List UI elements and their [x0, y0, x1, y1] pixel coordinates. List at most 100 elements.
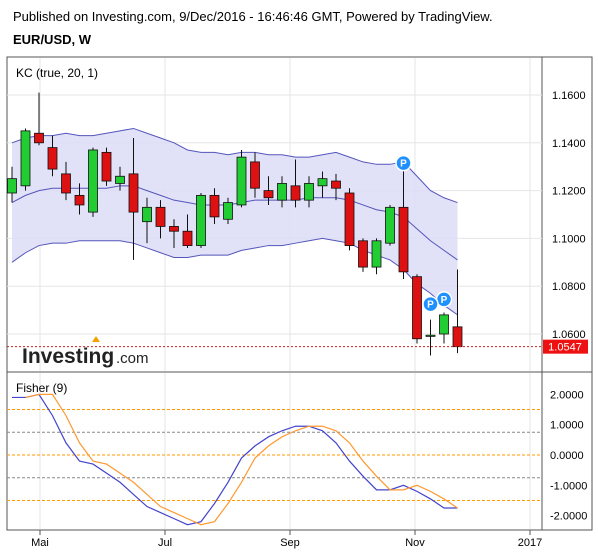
pattern-marker[interactable]: P — [395, 154, 412, 172]
time-tick-label: Nov — [405, 537, 425, 549]
current-price-label: 1.0547 — [548, 342, 582, 354]
candle-body — [88, 149, 98, 213]
candle-body — [20, 130, 31, 187]
candle — [371, 238, 382, 275]
marker-circle — [395, 154, 412, 172]
price-tick-label: 1.1400 — [552, 138, 586, 150]
price-axis: 1.1600 1.1400 1.1200 1.1000 1.0800 1.0600 — [552, 90, 586, 341]
candle — [452, 269, 463, 354]
time-tick-label: Sep — [280, 537, 300, 549]
candle-body — [439, 314, 449, 335]
candle-body — [250, 161, 260, 189]
candle-body — [223, 202, 233, 220]
candle-body — [398, 206, 409, 273]
logo-triangle-icon — [92, 336, 100, 342]
candle — [61, 161, 71, 201]
candle — [155, 200, 166, 239]
candle — [331, 173, 341, 201]
candle — [101, 147, 112, 186]
price-tick-label: 1.0600 — [552, 329, 586, 341]
price-tick-label: 1.0800 — [552, 281, 586, 293]
candle-body — [425, 334, 436, 337]
candle-body — [182, 230, 193, 246]
candle-body — [371, 240, 382, 268]
candle-body — [101, 151, 112, 182]
keltner-channel — [11, 127, 458, 316]
pattern-markers[interactable]: PPP — [395, 154, 453, 313]
candle-body — [61, 173, 71, 194]
published-caption: Published on Investing.com, 9/Dec/2016 -… — [13, 9, 493, 24]
candle — [250, 152, 260, 198]
candle — [20, 128, 31, 191]
candle-body — [34, 132, 44, 144]
candle — [425, 319, 436, 356]
candle — [317, 171, 328, 198]
candle — [142, 197, 152, 244]
candle-body — [47, 147, 58, 170]
fisher-tick-label: -2.0000 — [550, 511, 587, 523]
candle-body — [115, 175, 125, 184]
candle-body — [290, 185, 301, 201]
candle — [47, 135, 58, 177]
candle — [196, 192, 206, 248]
marker-circle — [422, 295, 439, 313]
fisher-series — [12, 393, 458, 526]
fisher-tick-label: 2.0000 — [550, 389, 584, 401]
time-tick-label: Jul — [158, 537, 172, 549]
marker-label: P — [441, 295, 448, 306]
time-tick-label: 2017 — [518, 537, 542, 549]
candle-body — [331, 180, 341, 189]
marker-label: P — [427, 300, 434, 311]
keltner-lower-line — [11, 237, 458, 316]
candle — [263, 176, 274, 205]
pattern-marker[interactable]: P — [435, 291, 453, 308]
candle — [88, 147, 98, 217]
price-tick-label: 1.1000 — [552, 233, 586, 245]
candle — [34, 92, 44, 146]
candle-body — [169, 226, 179, 232]
candle-body — [209, 194, 220, 218]
fisher-trigger-line — [25, 393, 458, 526]
candle — [128, 138, 139, 260]
candle-body — [155, 206, 166, 227]
candle-body — [7, 178, 17, 194]
candle-body — [344, 192, 355, 246]
candle-body — [304, 183, 314, 201]
candle-body — [317, 178, 328, 187]
candle-body — [196, 194, 206, 246]
fisher-tick-label: -1.0000 — [550, 480, 587, 492]
candle-body — [142, 206, 152, 223]
keltner-upper-line — [11, 127, 458, 204]
investing-logo: Investing .com — [22, 336, 149, 368]
candle — [209, 188, 220, 225]
candle-body — [358, 240, 368, 268]
fisher-indicator-label: Fisher (9) — [16, 381, 67, 395]
candle — [115, 166, 125, 191]
candle-body — [412, 276, 422, 340]
candle-body — [74, 194, 85, 206]
candlestick-series — [7, 92, 463, 356]
price-tick-label: 1.1200 — [552, 186, 586, 198]
candle — [344, 188, 355, 251]
chart-frame — [6, 56, 593, 531]
candle — [74, 183, 85, 215]
price-tick-label: 1.1600 — [552, 90, 586, 102]
fisher-tick-label: 0.0000 — [550, 450, 584, 462]
candle — [277, 176, 287, 208]
time-tick-label: Mai — [31, 537, 49, 549]
candle — [398, 166, 409, 280]
candle — [7, 166, 17, 203]
fisher-tick-label: 1.0000 — [550, 420, 584, 432]
fisher-fisher-line — [12, 393, 458, 526]
candle-body — [452, 326, 463, 348]
candle — [412, 274, 422, 344]
candle-body — [236, 156, 247, 206]
candle-body — [128, 173, 139, 213]
candle — [304, 176, 314, 208]
keltner-band-fill — [12, 128, 458, 315]
pattern-marker[interactable]: P — [422, 295, 439, 313]
candle — [290, 159, 301, 208]
fisher-axis: 2.0000 1.0000 0.0000 -1.0000 -2.0000 — [550, 389, 587, 522]
candle-body — [263, 190, 274, 199]
